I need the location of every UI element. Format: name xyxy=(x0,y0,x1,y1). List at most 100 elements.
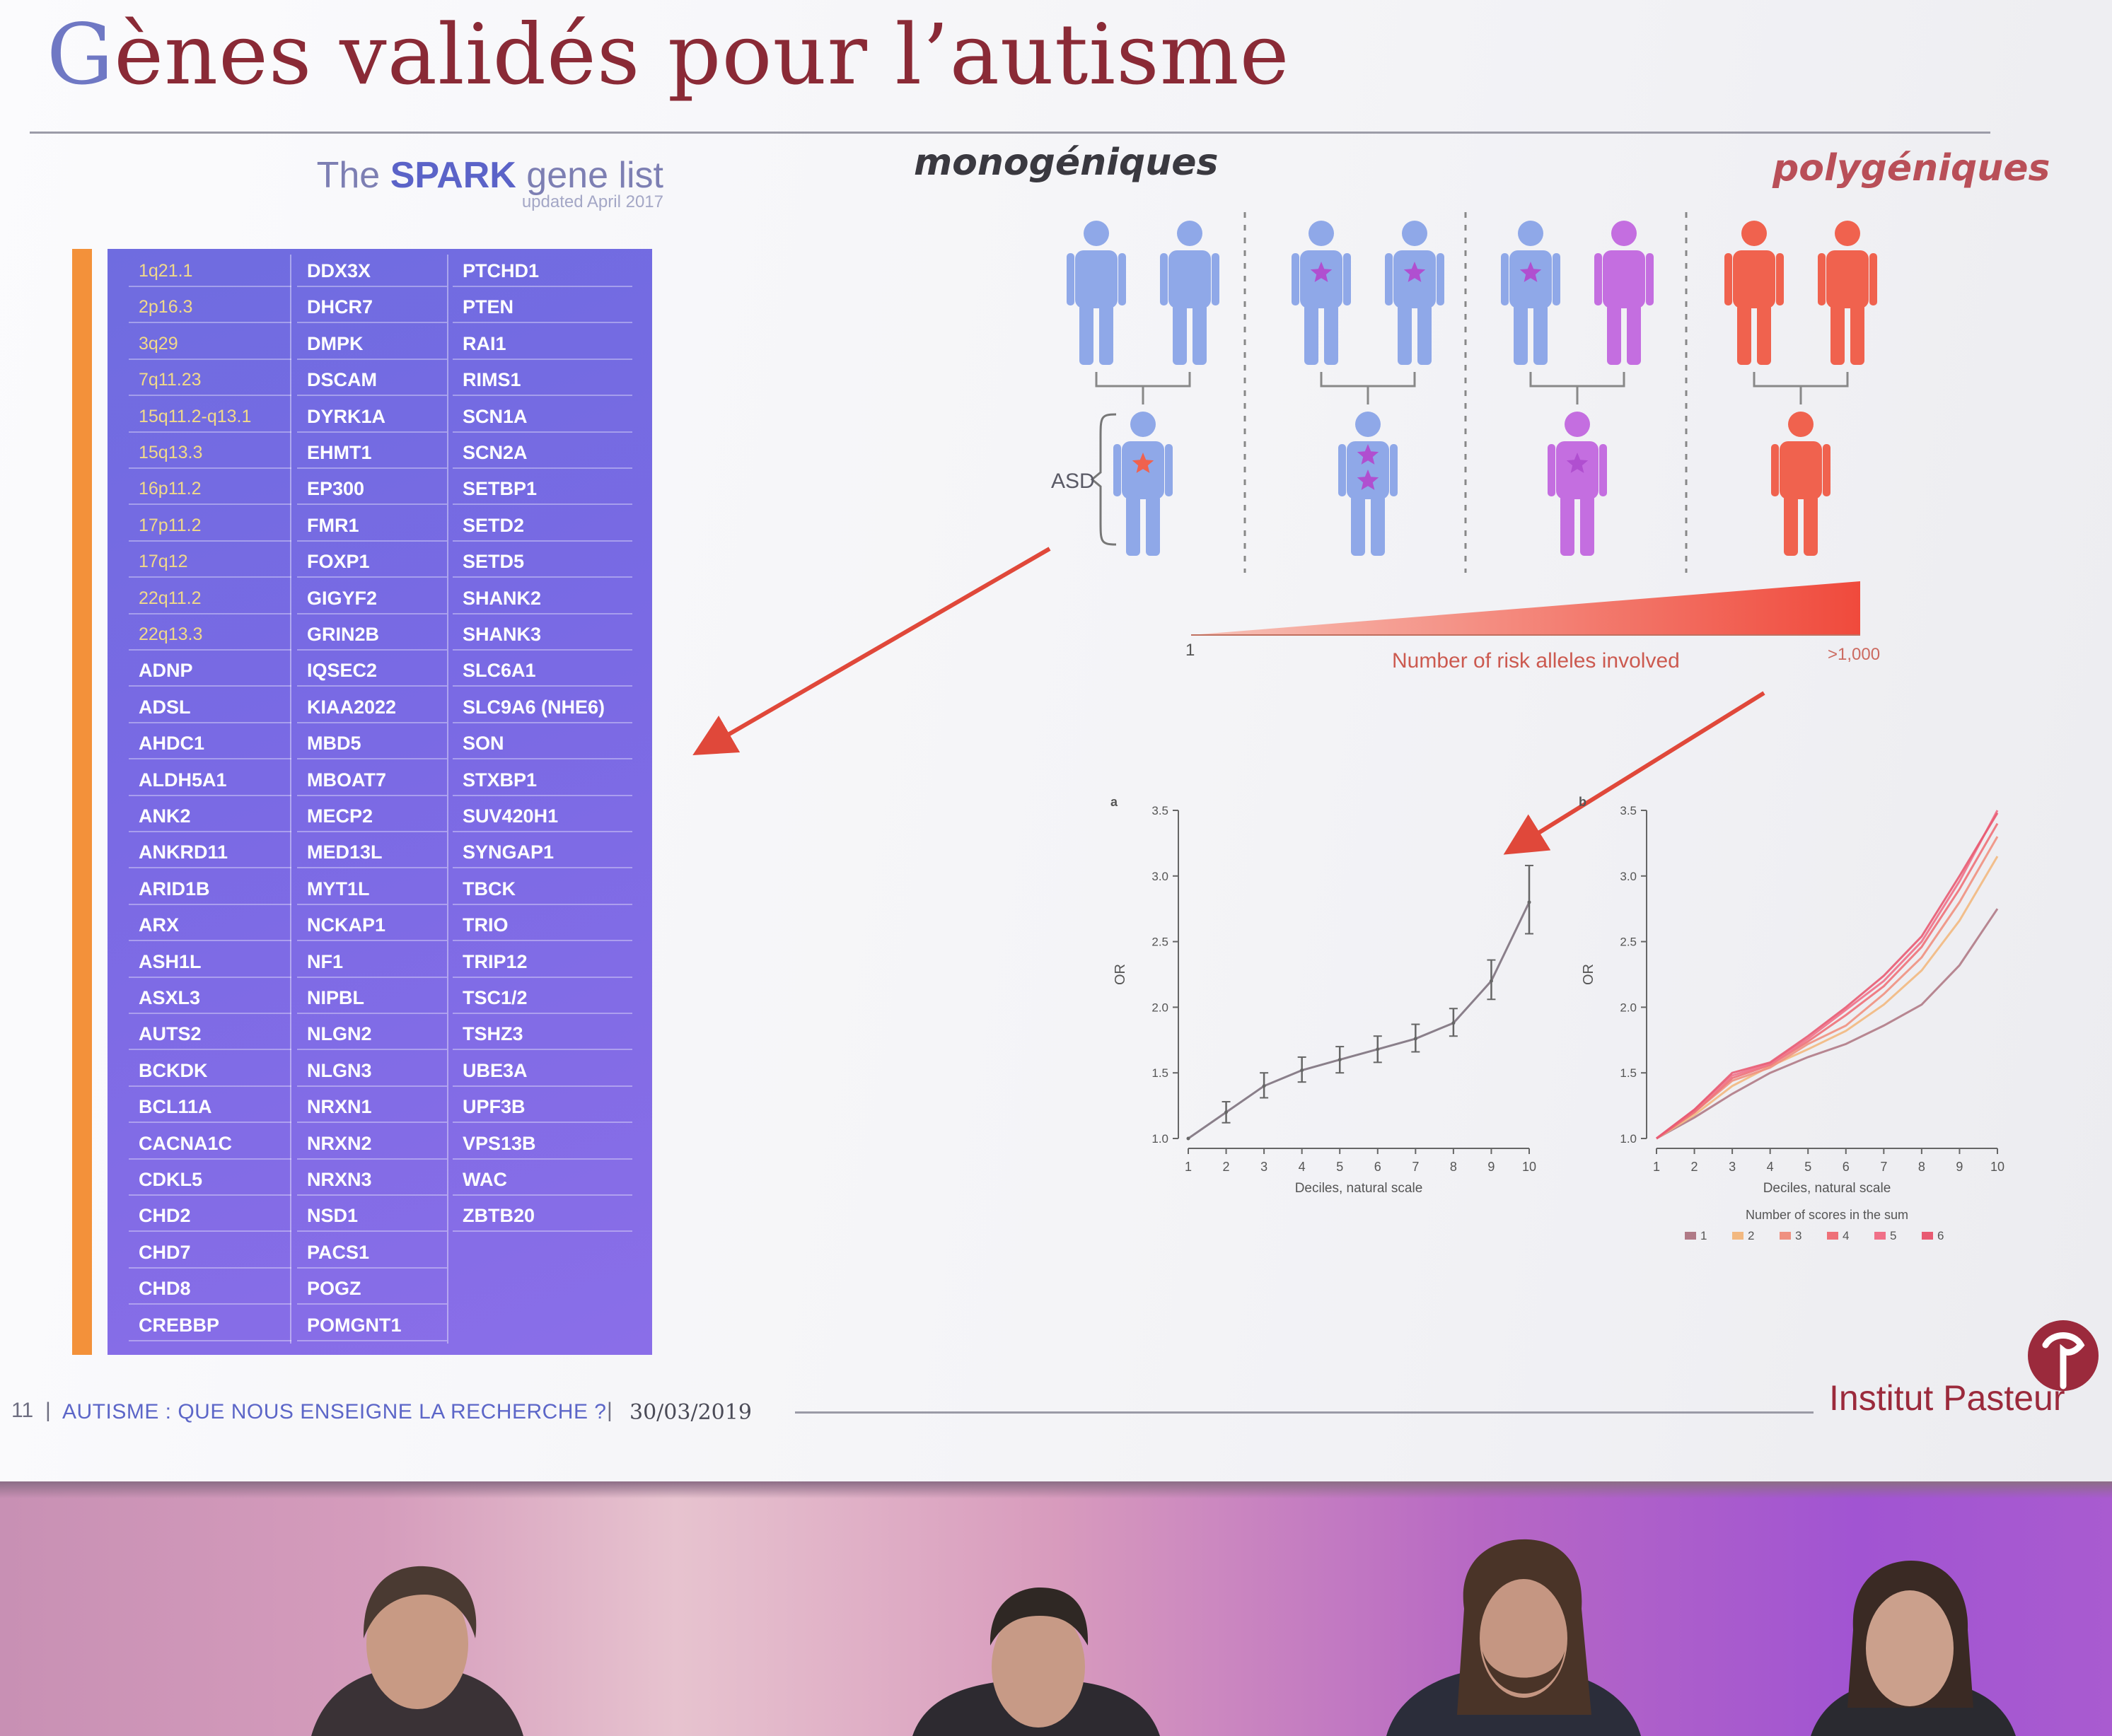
series-line-5 xyxy=(1656,810,1999,1140)
gene-cell: SHANK2 xyxy=(453,582,632,614)
data-point xyxy=(1262,1084,1266,1088)
x-axis-label: Deciles, natural scale xyxy=(1295,1181,1423,1196)
person-leg xyxy=(1398,304,1412,365)
y-tick-label: 3.5 xyxy=(1151,804,1168,817)
person-arm xyxy=(1594,253,1602,305)
parent-figure xyxy=(1501,221,1560,365)
gene-cell: STXBP1 xyxy=(453,764,632,796)
parent-figure xyxy=(1292,221,1351,365)
legend-title: Number of scores in the sum xyxy=(1746,1208,1908,1222)
gene-cell: NLGN3 xyxy=(297,1054,447,1087)
gene-cell: 3q29 xyxy=(129,327,291,360)
person-arm xyxy=(1437,253,1444,305)
risk-star-icon xyxy=(1357,444,1379,465)
person-arm xyxy=(1646,253,1654,305)
gene-cell: DYRK1A xyxy=(297,400,447,433)
x-tick-label: 4 xyxy=(1299,1160,1306,1174)
y-tick-label: 2.5 xyxy=(1151,936,1168,949)
series-line-6 xyxy=(1656,812,1999,1140)
family-connector xyxy=(1753,372,1849,404)
parent-figure xyxy=(1818,221,1877,365)
gene-cell: FOXP1 xyxy=(297,545,447,578)
person-leg xyxy=(1173,304,1187,365)
x-axis-label: Deciles, natural scale xyxy=(1763,1181,1891,1196)
polygenic-label: polygéniques xyxy=(1772,147,2050,190)
gene-cell: SLC6A1 xyxy=(453,654,632,687)
gene-cell: WAC xyxy=(453,1163,632,1196)
person-arm xyxy=(1553,253,1560,305)
legend-swatch xyxy=(1732,1232,1743,1240)
panel-stage xyxy=(0,1481,2112,1736)
gene-cell: TRIP12 xyxy=(453,945,632,978)
legend-label: 1 xyxy=(1700,1229,1707,1242)
panelist-1 xyxy=(311,1566,523,1736)
y-tick-label: 1.5 xyxy=(1151,1066,1168,1080)
gene-cell: ASXL3 xyxy=(129,981,291,1014)
person-arm xyxy=(1118,253,1126,305)
gene-cell: GIGYF2 xyxy=(297,582,447,614)
person-arm xyxy=(1869,253,1877,305)
gene-cell: NRXN1 xyxy=(297,1090,447,1124)
gene-cell: SHANK3 xyxy=(453,618,632,651)
gene-cell: 16p11.2 xyxy=(129,472,291,506)
footer-separator: | xyxy=(45,1399,51,1422)
chart-a-or-by-decile: 1.0 1.5 2.0 2.5 3.0 3.5 1 2 3 4 5 6 7 8 9 10 Deciles, na… xyxy=(1110,795,1536,1196)
gene-column-separator xyxy=(290,255,291,1344)
data-point xyxy=(1489,979,1493,983)
data-point xyxy=(1338,1058,1342,1062)
x-tick-label: 5 xyxy=(1804,1160,1811,1174)
legend-swatch xyxy=(1922,1232,1933,1240)
legend-swatch xyxy=(1827,1232,1838,1240)
y-tick-label: 2.0 xyxy=(1151,1001,1168,1014)
parent-figure xyxy=(1067,221,1126,365)
gene-cell: ARID1B xyxy=(129,873,291,905)
gene-column-separator xyxy=(447,255,448,1344)
person-leg xyxy=(1784,495,1798,556)
x-tick-label: 7 xyxy=(1880,1160,1887,1174)
data-point xyxy=(1527,900,1531,904)
gene-cell: 15q13.3 xyxy=(129,436,291,469)
gene-cell: AUTS2 xyxy=(129,1018,291,1051)
gene-cell: CHD7 xyxy=(129,1236,291,1269)
person-head xyxy=(1084,221,1109,246)
person-leg xyxy=(1533,304,1548,365)
person-leg xyxy=(1607,304,1621,365)
inheritance-diagram xyxy=(1067,212,1877,573)
orange-accent-bar xyxy=(72,249,92,1355)
panelists-photo xyxy=(311,1539,2016,1736)
gene-cell: PTEN xyxy=(453,291,632,324)
person-head xyxy=(1402,221,1427,246)
y-tick-label: 3.0 xyxy=(1620,870,1637,883)
panelist-3 xyxy=(1386,1539,1641,1736)
x-tick-label: 9 xyxy=(1956,1160,1963,1174)
gene-cell: PACS1 xyxy=(297,1236,447,1269)
asd-label: ASD xyxy=(1051,470,1095,493)
chart-b-or-by-scores: 1.0 1.5 2.0 2.5 3.0 3.5 1 2 3 4 5 6 7 8 9 10 Deciles, na… xyxy=(1579,795,2004,1242)
x-tick-label: 5 xyxy=(1336,1160,1343,1174)
person-leg xyxy=(1757,304,1771,365)
y-axis-label: OR xyxy=(1113,964,1128,985)
x-tick-label: 9 xyxy=(1487,1160,1495,1174)
gene-cell: POGZ xyxy=(297,1272,447,1305)
child-figure xyxy=(1771,412,1830,556)
person-head xyxy=(1565,412,1590,437)
person-arm xyxy=(1067,253,1074,305)
family-connector xyxy=(1320,372,1416,404)
gene-cell: CACNA1C xyxy=(129,1127,291,1160)
data-point xyxy=(1224,1110,1229,1114)
gene-cell: 15q11.2-q13.1 xyxy=(129,400,291,433)
panelist-4 xyxy=(1811,1561,2016,1736)
arrow-to-gene-list xyxy=(692,547,1051,756)
gene-cell: RIMS1 xyxy=(453,363,632,397)
gene-cell: NCKAP1 xyxy=(297,909,447,942)
gene-cell: CDKL5 xyxy=(129,1163,291,1196)
series-line-4 xyxy=(1656,822,1999,1140)
gene-cell: GRIN2B xyxy=(297,618,447,651)
risk-star-icon xyxy=(1357,470,1379,490)
screen-edge-shadow xyxy=(0,1481,2112,1498)
gene-cell: 22q13.3 xyxy=(129,618,291,651)
y-tick-label: 3.5 xyxy=(1620,804,1637,817)
gene-cell: NSD1 xyxy=(297,1199,447,1233)
gene-cell: SETD2 xyxy=(453,509,632,542)
gene-cell: SON xyxy=(453,727,632,760)
